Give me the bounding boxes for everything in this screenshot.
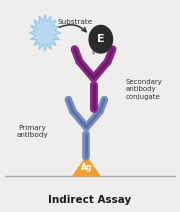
- Text: Secondary
antibody
conjugate: Secondary antibody conjugate: [126, 78, 163, 100]
- Text: Substrate: Substrate: [58, 19, 93, 25]
- Circle shape: [89, 25, 112, 53]
- Text: Primary
antibody: Primary antibody: [17, 125, 48, 138]
- FancyArrowPatch shape: [59, 25, 86, 32]
- Polygon shape: [73, 157, 100, 176]
- Text: Ag: Ag: [81, 163, 92, 172]
- Polygon shape: [30, 15, 60, 51]
- Text: Indirect Assay: Indirect Assay: [48, 195, 132, 205]
- Text: E: E: [97, 34, 105, 44]
